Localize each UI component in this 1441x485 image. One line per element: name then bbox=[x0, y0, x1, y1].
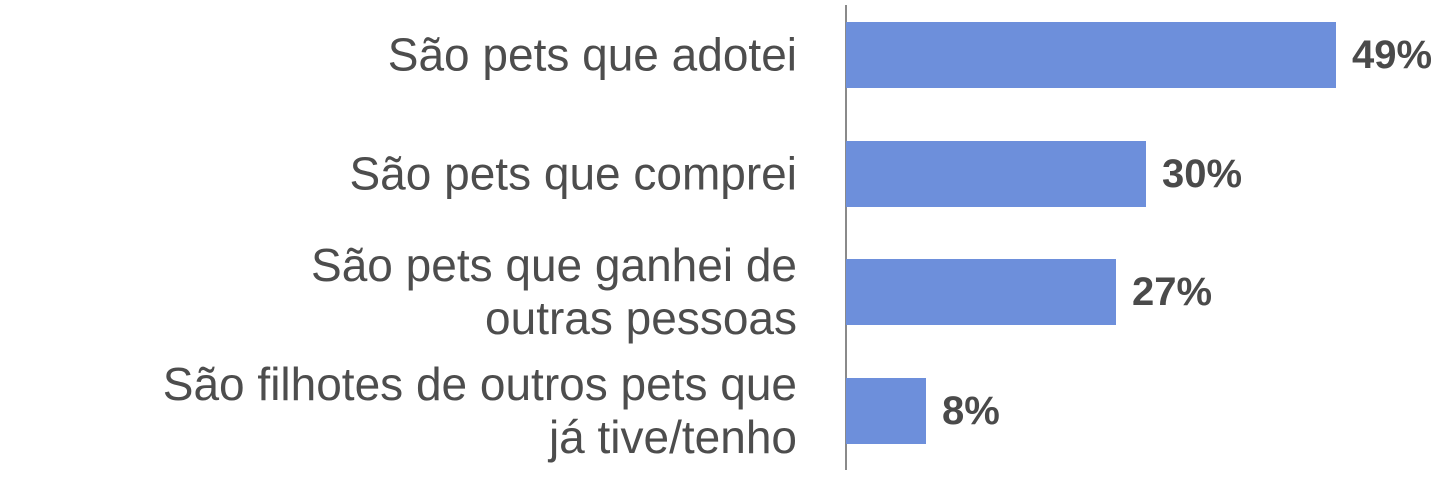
value-label: 49% bbox=[1352, 33, 1433, 77]
value-label: 30% bbox=[1162, 151, 1243, 196]
value-label: 27% bbox=[1132, 270, 1213, 314]
category-label: São pets que adotei bbox=[387, 28, 797, 81]
axis-line bbox=[845, 5, 847, 470]
bar bbox=[846, 140, 1146, 207]
category-label: São pets que comprei bbox=[349, 147, 798, 199]
category-label: São filhotes de outros pets que já tive/… bbox=[162, 357, 797, 463]
bar bbox=[846, 259, 1116, 325]
value-label: 8% bbox=[942, 388, 1000, 433]
category-label: São pets que ganhei de outras pessoas bbox=[311, 239, 797, 344]
bar bbox=[846, 377, 926, 444]
bar bbox=[846, 22, 1336, 88]
